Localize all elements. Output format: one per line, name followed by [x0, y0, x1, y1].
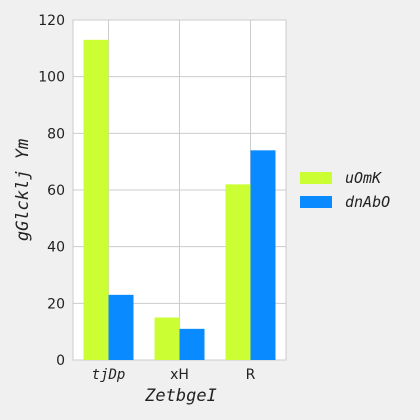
y-axis-title: gGlcklj Ym — [13, 139, 33, 241]
x-axis-ticks: tjDp xH R — [92, 367, 256, 383]
bar-uOmK-R — [225, 184, 251, 360]
legend-label: uOmK — [345, 169, 382, 187]
y-tick-label: 20 — [47, 296, 65, 312]
legend: uOmK dnAbO — [300, 169, 390, 211]
y-axis-ticks: 0 20 40 60 80 100 120 — [38, 13, 65, 369]
bar-dnAbO-xH — [179, 328, 205, 360]
bar-uOmK-tjDp — [83, 39, 109, 360]
y-tick-label: 120 — [38, 13, 65, 29]
y-tick-label: 0 — [56, 353, 65, 369]
x-axis-title: ZetbgeI — [144, 386, 217, 406]
bar-dnAbO-tjDp — [108, 294, 134, 360]
x-tick-label: tjDp — [92, 367, 126, 383]
bar-dnAbO-R — [250, 150, 276, 360]
y-tick-label: 40 — [47, 240, 65, 256]
bars — [83, 39, 276, 360]
y-tick-label: 100 — [38, 70, 65, 86]
legend-label: dnAbO — [345, 193, 390, 211]
x-tick-label: xH — [170, 367, 189, 383]
x-tick-label: R — [246, 367, 256, 383]
legend-swatch — [300, 196, 332, 208]
y-tick-label: 80 — [47, 126, 65, 142]
bar-uOmK-xH — [154, 317, 180, 360]
y-tick-label: 60 — [47, 183, 65, 199]
legend-swatch — [300, 172, 332, 184]
